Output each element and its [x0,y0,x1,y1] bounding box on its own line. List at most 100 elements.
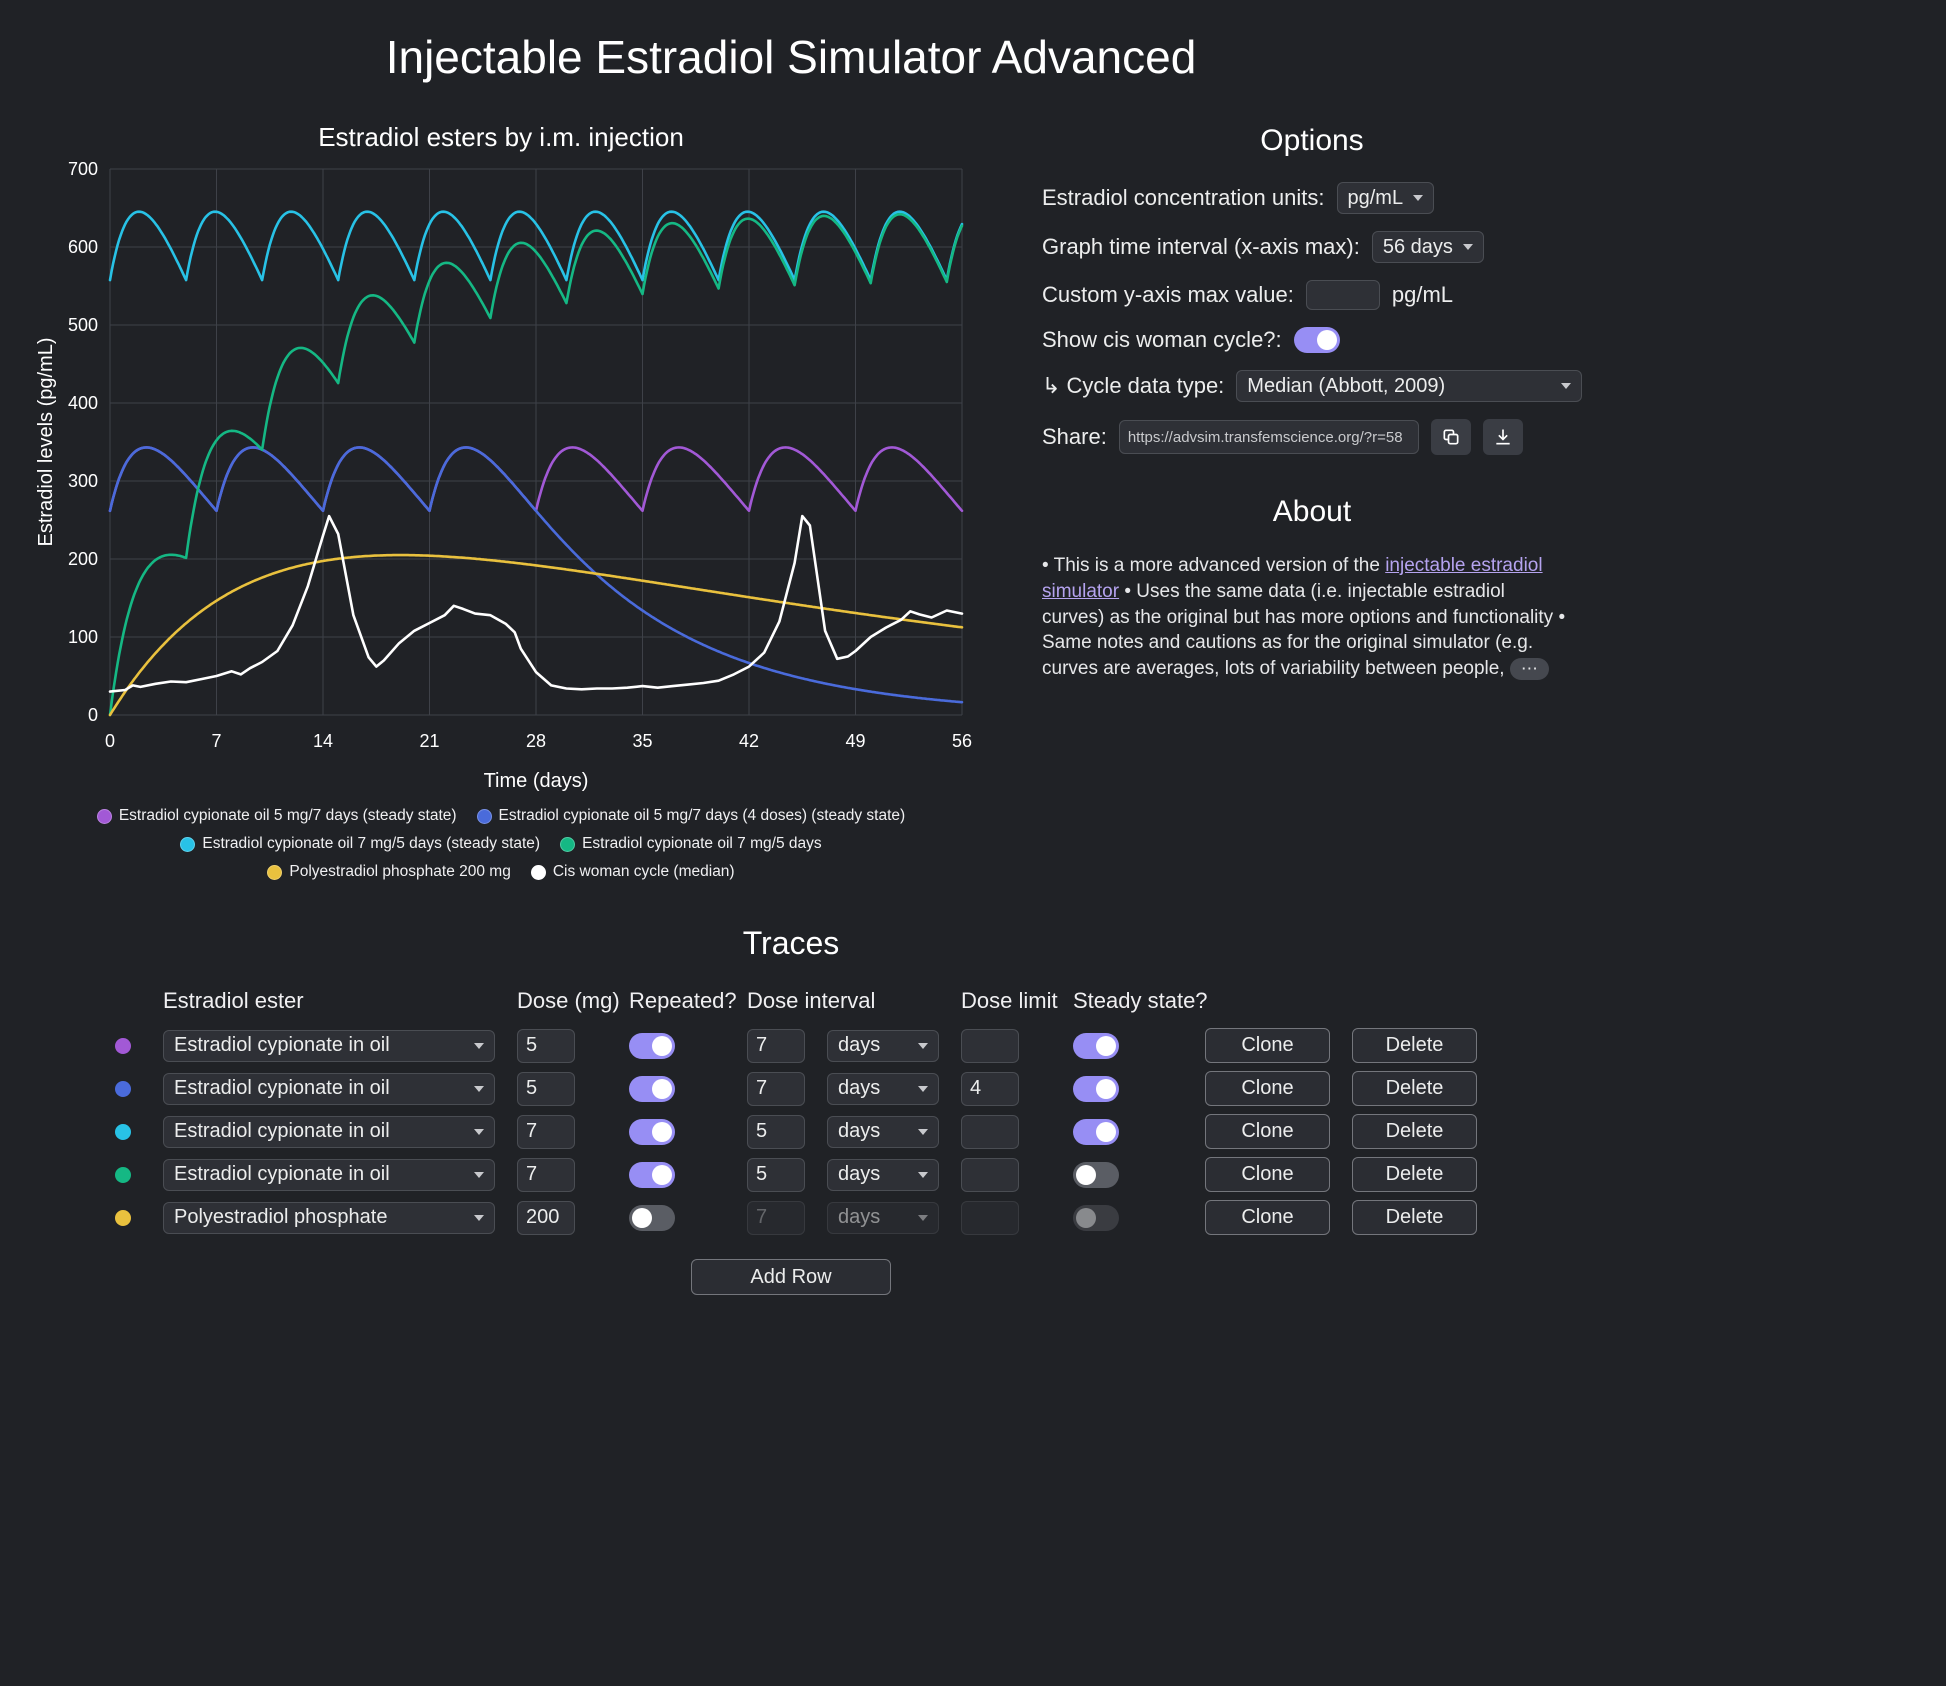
legend-item[interactable]: Estradiol cypionate oil 5 mg/7 days (ste… [96,807,457,825]
estradiol-levels-chart: 0 7 14 21 28 35 42 49 56 0 100 200 300 400 500 600 700 Ti… [35,159,972,792]
delete-button[interactable]: Delete [1352,1114,1477,1149]
chevron-down-icon [474,1171,484,1178]
interval-unit-select[interactable]: days [827,1158,939,1191]
show-cycle-toggle[interactable] [1293,327,1340,353]
y-tick-label: 0 [88,705,98,725]
trace-color-dot [115,1166,131,1183]
steady-state-toggle[interactable] [1073,1118,1119,1145]
ester-select[interactable]: Estradiol cypionate in oil [163,1115,495,1148]
dose-interval-input[interactable] [747,1114,805,1149]
about-expand-button[interactable]: ⋯ [1509,658,1549,681]
legend-item[interactable]: Estradiol cypionate oil 7 mg/5 days [560,835,822,853]
column-header-dose-interval: Dose interval [747,988,876,1013]
trace-color-dot [115,1080,131,1097]
dose-input[interactable] [517,1028,575,1063]
chart-title: Estradiol esters by i.m. injection [318,122,684,152]
legend-item[interactable]: Estradiol cypionate oil 5 mg/7 days (4 d… [476,807,905,825]
y-tick-label: 400 [68,393,98,413]
download-button[interactable] [1482,419,1523,455]
ester-select[interactable]: Estradiol cypionate in oil [163,1029,495,1062]
delete-button[interactable]: Delete [1352,1071,1477,1106]
column-header-repeated: Repeated? [629,988,737,1013]
repeated-toggle[interactable] [629,1161,675,1188]
delete-button[interactable]: Delete [1352,1028,1477,1063]
repeated-toggle[interactable] [629,1075,675,1102]
interval-unit-select[interactable]: days [827,1115,939,1148]
legend-item[interactable]: Estradiol cypionate oil 7 mg/5 days (ste… [180,835,540,853]
units-select[interactable]: pg/mL [1336,182,1435,214]
clone-button[interactable]: Clone [1205,1071,1330,1106]
dose-interval-input[interactable] [747,1071,805,1106]
dose-interval-input[interactable] [747,1157,805,1192]
y-tick-label: 100 [68,627,98,647]
clone-button[interactable]: Clone [1205,1157,1330,1192]
x-tick-label: 35 [632,731,652,751]
legend-label: Cis woman cycle (median) [552,863,735,880]
chart-line [108,210,964,282]
legend-item[interactable]: Cis woman cycle (median) [530,863,735,881]
show-cycle-label: Show cis woman cycle?: [1042,327,1282,352]
ymax-input[interactable] [1305,280,1380,310]
column-header-dose: Dose (mg) [517,988,620,1013]
dose-input[interactable] [517,1071,575,1106]
clone-button[interactable]: Clone [1205,1028,1330,1063]
column-header-dose-limit: Dose limit [961,988,1058,1013]
steady-state-toggle[interactable] [1073,1161,1119,1188]
traces-section: Traces Estradiol ester Dose (mg) Repeate… [26,925,1556,1295]
column-header-ester: Estradiol ester [163,988,304,1013]
injectable-simulator-link[interactable]: injectable estradiol simulator [1042,555,1543,602]
cycle-type-select[interactable]: Median (Abbott, 2009) [1236,370,1582,402]
interval-unit-select[interactable]: days [827,1029,939,1062]
steady-state-toggle[interactable] [1073,1204,1119,1231]
interval-unit-select[interactable]: days [827,1201,939,1234]
dose-input[interactable] [517,1200,575,1235]
y-tick-label: 200 [68,549,98,569]
legend-item[interactable]: Polyestradiol phosphate 200 mg [267,863,511,881]
ester-select[interactable]: Estradiol cypionate in oil [163,1158,495,1191]
trace-row: Estradiol cypionate in oil days Clone Delet… [105,1028,1477,1063]
trace-row: Estradiol cypionate in oil days Clone Delet… [105,1157,1477,1192]
ester-select[interactable]: Estradiol cypionate in oil [163,1072,495,1105]
dose-limit-input[interactable] [961,1157,1019,1192]
time-interval-label: Graph time interval (x-axis max): [1042,234,1360,259]
dose-input[interactable] [517,1114,575,1149]
dose-interval-input[interactable] [747,1200,805,1235]
copy-link-button[interactable] [1430,419,1471,455]
chart-panel: Estradiol esters by i.m. injection 0 7 14 2… [26,118,976,881]
trace-row: Estradiol cypionate in oil days Clone Delet… [105,1071,1477,1106]
repeated-toggle[interactable] [629,1032,675,1059]
dose-interval-input[interactable] [747,1028,805,1063]
ester-select[interactable]: Polyestradiol phosphate [163,1201,495,1234]
share-url-input[interactable] [1118,420,1419,454]
legend-color-dot [267,864,283,880]
clone-button[interactable]: Clone [1205,1200,1330,1235]
chevron-down-icon [474,1085,484,1092]
dose-limit-input[interactable] [961,1028,1019,1063]
time-interval-select[interactable]: 56 days [1371,231,1484,263]
legend-label: Estradiol cypionate oil 7 mg/5 days (ste… [202,835,541,852]
repeated-toggle[interactable] [629,1204,675,1231]
download-icon [1496,429,1510,445]
dose-limit-input[interactable] [961,1114,1019,1149]
y-tick-label: 600 [68,237,98,257]
dose-limit-input[interactable] [961,1071,1019,1106]
steady-state-toggle[interactable] [1073,1032,1119,1059]
clone-button[interactable]: Clone [1205,1114,1330,1149]
delete-button[interactable]: Delete [1352,1200,1477,1235]
chevron-down-icon [918,1214,928,1221]
chevron-down-icon [1413,195,1424,201]
repeated-toggle[interactable] [629,1118,675,1145]
legend-label: Estradiol cypionate oil 7 mg/5 days [582,835,822,852]
interval-unit-select[interactable]: days [827,1072,939,1105]
dose-input[interactable] [517,1157,575,1192]
add-row-button[interactable]: Add Row [691,1259,891,1295]
chevron-down-icon [1462,244,1473,250]
about-heading: About [1272,495,1352,528]
trace-color-dot [115,1209,131,1226]
x-axis-label: Time (days) [484,770,589,792]
steady-state-toggle[interactable] [1073,1075,1119,1102]
delete-button[interactable]: Delete [1352,1157,1477,1192]
y-axis-label: Estradiol levels (pg/mL) [35,338,57,547]
dose-limit-input[interactable] [961,1200,1019,1235]
legend-label: Estradiol cypionate oil 5 mg/7 days (ste… [118,807,457,824]
